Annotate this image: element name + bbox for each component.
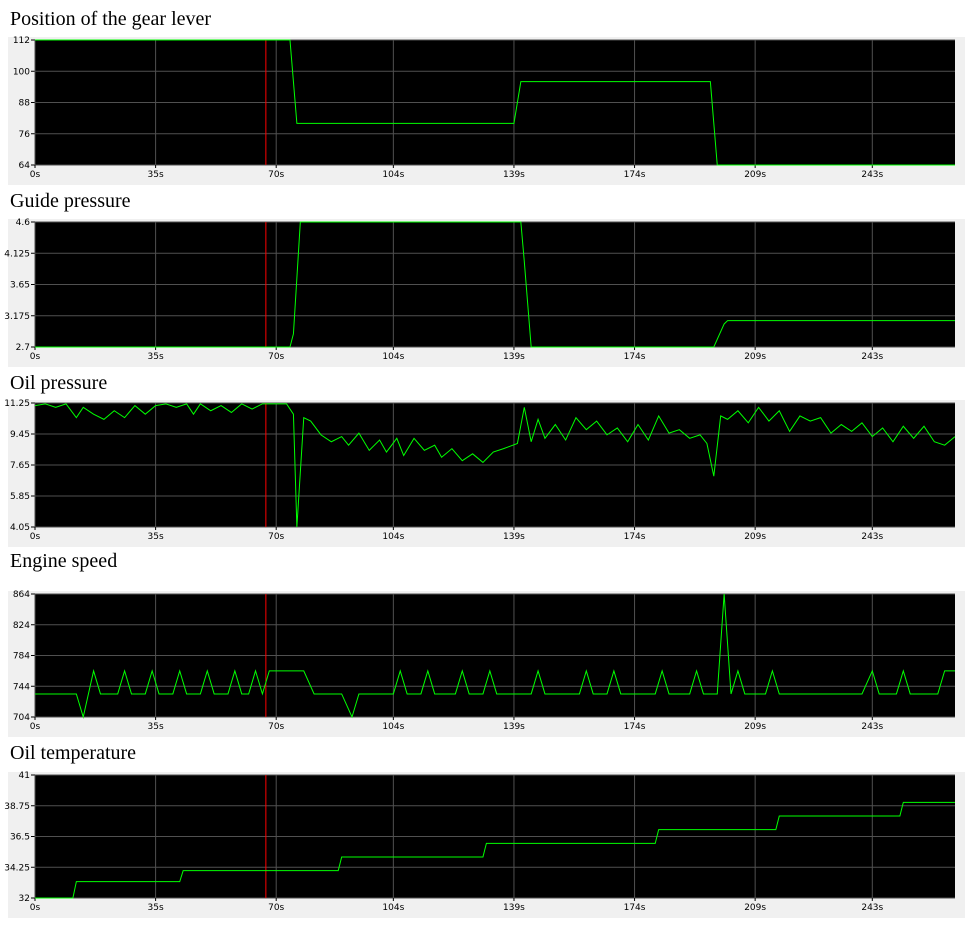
y-tick-label: 36.5 xyxy=(10,833,30,843)
y-tick-label: 5.85 xyxy=(10,492,30,502)
x-tick-label: 139s xyxy=(503,722,525,732)
x-tick-label: 139s xyxy=(503,903,525,913)
chart-title: Engine speed xyxy=(10,550,117,572)
x-tick-label: 243s xyxy=(861,903,883,913)
y-tick-label: 88 xyxy=(19,99,31,109)
y-tick-label: 3.175 xyxy=(4,312,30,322)
x-tick-label: 35s xyxy=(148,352,164,362)
data-line xyxy=(34,403,956,528)
x-tick-label: 209s xyxy=(744,722,766,732)
y-tick-label: 824 xyxy=(13,621,30,631)
x-tick-label: 0s xyxy=(30,532,41,542)
x-tick-label: 0s xyxy=(30,903,41,913)
x-tick-label: 104s xyxy=(382,532,404,542)
y-tick-label: 34.25 xyxy=(4,863,30,873)
x-tick-label: 35s xyxy=(148,532,164,542)
y-tick-label: 4.125 xyxy=(4,249,30,259)
y-tick-label: 76 xyxy=(19,130,31,140)
y-tick-label: 4.6 xyxy=(16,218,31,228)
y-tick-label: 2.7 xyxy=(16,343,30,353)
chart-title: Position of the gear lever xyxy=(10,8,211,30)
x-tick-label: 243s xyxy=(861,352,883,362)
x-tick-label: 35s xyxy=(148,722,164,732)
x-tick-label: 104s xyxy=(382,352,404,362)
x-tick-label: 243s xyxy=(861,532,883,542)
y-tick-label: 32 xyxy=(19,894,30,904)
x-tick-label: 139s xyxy=(503,170,525,180)
x-tick-label: 174s xyxy=(624,532,646,542)
x-tick-label: 139s xyxy=(503,532,525,542)
y-tick-label: 38.75 xyxy=(4,802,30,812)
y-tick-label: 3.65 xyxy=(10,281,30,291)
y-tick-label: 64 xyxy=(19,161,31,171)
y-tick-label: 4.05 xyxy=(10,523,30,533)
y-tick-label: 100 xyxy=(13,67,30,77)
x-tick-label: 209s xyxy=(744,170,766,180)
x-tick-label: 35s xyxy=(148,903,164,913)
x-tick-label: 174s xyxy=(624,352,646,362)
x-tick-label: 104s xyxy=(382,722,404,732)
x-tick-label: 243s xyxy=(861,170,883,180)
chart-title: Oil temperature xyxy=(10,742,136,764)
y-tick-label: 7.65 xyxy=(10,461,30,471)
x-tick-label: 209s xyxy=(744,532,766,542)
y-tick-label: 9.45 xyxy=(10,430,30,440)
x-tick-label: 243s xyxy=(861,722,883,732)
x-tick-label: 0s xyxy=(30,722,41,732)
x-tick-label: 70s xyxy=(268,722,284,732)
data-line xyxy=(35,39,955,166)
y-tick-label: 744 xyxy=(13,682,30,692)
y-tick-label: 112 xyxy=(13,36,30,46)
data-line xyxy=(35,593,955,719)
y-tick-label: 11.25 xyxy=(4,399,30,409)
x-tick-label: 209s xyxy=(744,903,766,913)
data-line xyxy=(35,801,955,899)
x-tick-label: 70s xyxy=(268,170,284,180)
y-tick-label: 784 xyxy=(13,652,30,662)
x-tick-label: 70s xyxy=(268,532,284,542)
x-tick-label: 70s xyxy=(268,903,284,913)
x-tick-label: 174s xyxy=(624,170,646,180)
chart-title: Guide pressure xyxy=(10,190,131,212)
x-tick-label: 104s xyxy=(382,903,404,913)
x-tick-label: 174s xyxy=(624,722,646,732)
x-tick-label: 104s xyxy=(382,170,404,180)
x-tick-label: 0s xyxy=(30,170,41,180)
data-line xyxy=(35,221,955,348)
x-tick-label: 70s xyxy=(268,352,284,362)
y-tick-label: 704 xyxy=(13,713,30,723)
y-tick-label: 41 xyxy=(19,771,30,781)
x-tick-label: 35s xyxy=(148,170,164,180)
y-tick-label: 864 xyxy=(13,590,30,600)
x-tick-label: 139s xyxy=(503,352,525,362)
x-tick-label: 174s xyxy=(624,903,646,913)
x-tick-label: 0s xyxy=(30,352,41,362)
chart-title: Oil pressure xyxy=(10,372,107,394)
x-tick-label: 209s xyxy=(744,352,766,362)
